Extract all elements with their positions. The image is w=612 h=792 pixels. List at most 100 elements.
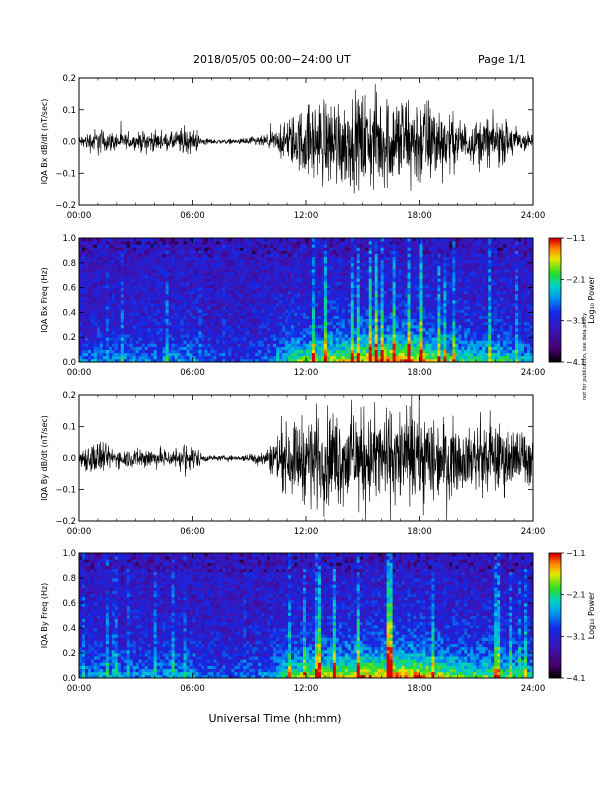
heatmap-cell bbox=[111, 293, 116, 298]
heatmap-cell bbox=[413, 318, 417, 323]
heatmap-cell bbox=[377, 324, 382, 329]
heatmap-cell bbox=[258, 238, 262, 242]
heatmap-cell bbox=[150, 312, 155, 316]
heatmap-cell bbox=[267, 244, 271, 248]
heatmap-cell bbox=[344, 300, 349, 304]
heatmap-cell bbox=[213, 306, 217, 310]
heatmap-cell bbox=[413, 253, 417, 257]
heatmap-cell bbox=[153, 262, 158, 267]
heatmap-cell bbox=[425, 352, 429, 357]
heatmap-cell bbox=[117, 315, 122, 319]
heatmap-cell bbox=[141, 244, 146, 248]
heatmap-cell bbox=[237, 303, 241, 307]
heatmap-cell bbox=[264, 253, 268, 257]
heatmap-cell bbox=[359, 337, 364, 341]
heatmap-cell bbox=[419, 272, 423, 276]
heatmap-cell bbox=[311, 241, 316, 245]
heatmap-cell bbox=[195, 331, 199, 335]
heatmap-cell bbox=[201, 293, 205, 298]
heatmap-cell bbox=[306, 269, 310, 273]
heatmap-cell bbox=[335, 262, 340, 267]
heatmap-cell bbox=[368, 296, 373, 301]
heatmap-cell bbox=[371, 352, 376, 357]
heatmap-cell bbox=[255, 346, 259, 350]
heatmap-cell bbox=[291, 306, 295, 310]
heatmap-cell bbox=[186, 343, 190, 347]
heatmap-cell bbox=[261, 309, 265, 313]
heatmap-cell bbox=[204, 318, 208, 323]
heatmap-cell bbox=[135, 337, 140, 341]
heatmap-cell bbox=[138, 318, 143, 323]
heatmap-cell bbox=[311, 352, 316, 357]
heatmap-cell bbox=[123, 315, 128, 319]
heatmap-cell bbox=[320, 275, 325, 279]
heatmap-cell bbox=[192, 340, 196, 344]
heatmap-cell bbox=[225, 337, 229, 341]
heatmap-cell bbox=[198, 343, 202, 347]
heatmap-cell bbox=[141, 315, 146, 319]
heatmap-cell bbox=[231, 269, 235, 273]
heatmap-cell bbox=[359, 247, 364, 251]
heatmap-cell bbox=[150, 340, 155, 344]
heatmap-cell bbox=[311, 284, 316, 288]
heatmap-cell bbox=[135, 238, 140, 242]
heatmap-cell bbox=[84, 262, 89, 267]
heatmap-cell bbox=[207, 241, 211, 245]
heatmap-cell bbox=[258, 352, 262, 357]
heatmap-cell bbox=[362, 247, 367, 251]
heatmap-cell bbox=[431, 318, 435, 323]
heatmap-cell bbox=[398, 306, 402, 310]
heatmap-cell bbox=[93, 262, 98, 267]
heatmap-cell bbox=[105, 250, 110, 254]
heatmap-cell bbox=[249, 290, 253, 295]
heatmap-cell bbox=[341, 284, 346, 288]
heatmap-cell bbox=[428, 269, 432, 273]
heatmap-cell bbox=[168, 241, 172, 245]
heatmap-cell bbox=[389, 247, 394, 251]
heatmap-cell bbox=[174, 321, 178, 326]
heatmap-cell bbox=[189, 340, 193, 344]
heatmap-cell bbox=[419, 303, 423, 307]
heatmap-cell bbox=[189, 253, 193, 257]
heatmap-cell bbox=[419, 290, 423, 295]
heatmap-cell bbox=[347, 334, 352, 338]
heatmap-cell bbox=[413, 315, 417, 319]
heatmap-cell bbox=[237, 355, 241, 360]
heatmap-cell bbox=[225, 259, 229, 264]
heatmap-cell bbox=[132, 349, 137, 354]
heatmap-cell bbox=[138, 262, 143, 267]
heatmap-cell bbox=[237, 340, 241, 344]
heatmap-cell bbox=[213, 284, 217, 288]
heatmap-cell bbox=[192, 349, 196, 354]
heatmap-cell bbox=[153, 324, 158, 329]
heatmap-cell bbox=[374, 290, 379, 295]
heatmap-cell bbox=[350, 327, 355, 332]
heatmap-cell bbox=[222, 250, 226, 254]
heatmap-cell bbox=[123, 262, 128, 267]
heatmap-cell bbox=[338, 275, 343, 279]
heatmap-cell bbox=[117, 331, 122, 335]
heatmap-cell bbox=[291, 343, 295, 347]
heatmap-cell bbox=[329, 337, 334, 341]
heatmap-cell bbox=[162, 355, 167, 360]
heatmap-cell bbox=[279, 241, 283, 245]
heatmap-cell bbox=[99, 293, 104, 298]
heatmap-cell bbox=[350, 250, 355, 254]
heatmap-cell bbox=[326, 293, 331, 298]
heatmap-cell bbox=[285, 284, 289, 288]
heatmap-cell bbox=[186, 250, 190, 254]
heatmap-cell bbox=[282, 278, 286, 282]
heatmap-cell bbox=[440, 287, 444, 292]
heatmap-cell bbox=[171, 265, 175, 270]
heatmap-cell bbox=[168, 337, 172, 341]
heatmap-cell bbox=[93, 278, 98, 282]
heatmap-cell bbox=[407, 327, 411, 332]
heatmap-cell bbox=[285, 331, 289, 335]
heatmap-cell bbox=[407, 275, 411, 279]
heatmap-cell bbox=[144, 238, 149, 242]
heatmap-cell bbox=[96, 272, 101, 276]
heatmap-cell bbox=[392, 318, 397, 323]
heatmap-cell bbox=[416, 247, 420, 251]
heatmap-cell bbox=[144, 340, 149, 344]
heatmap-cell bbox=[428, 321, 432, 326]
